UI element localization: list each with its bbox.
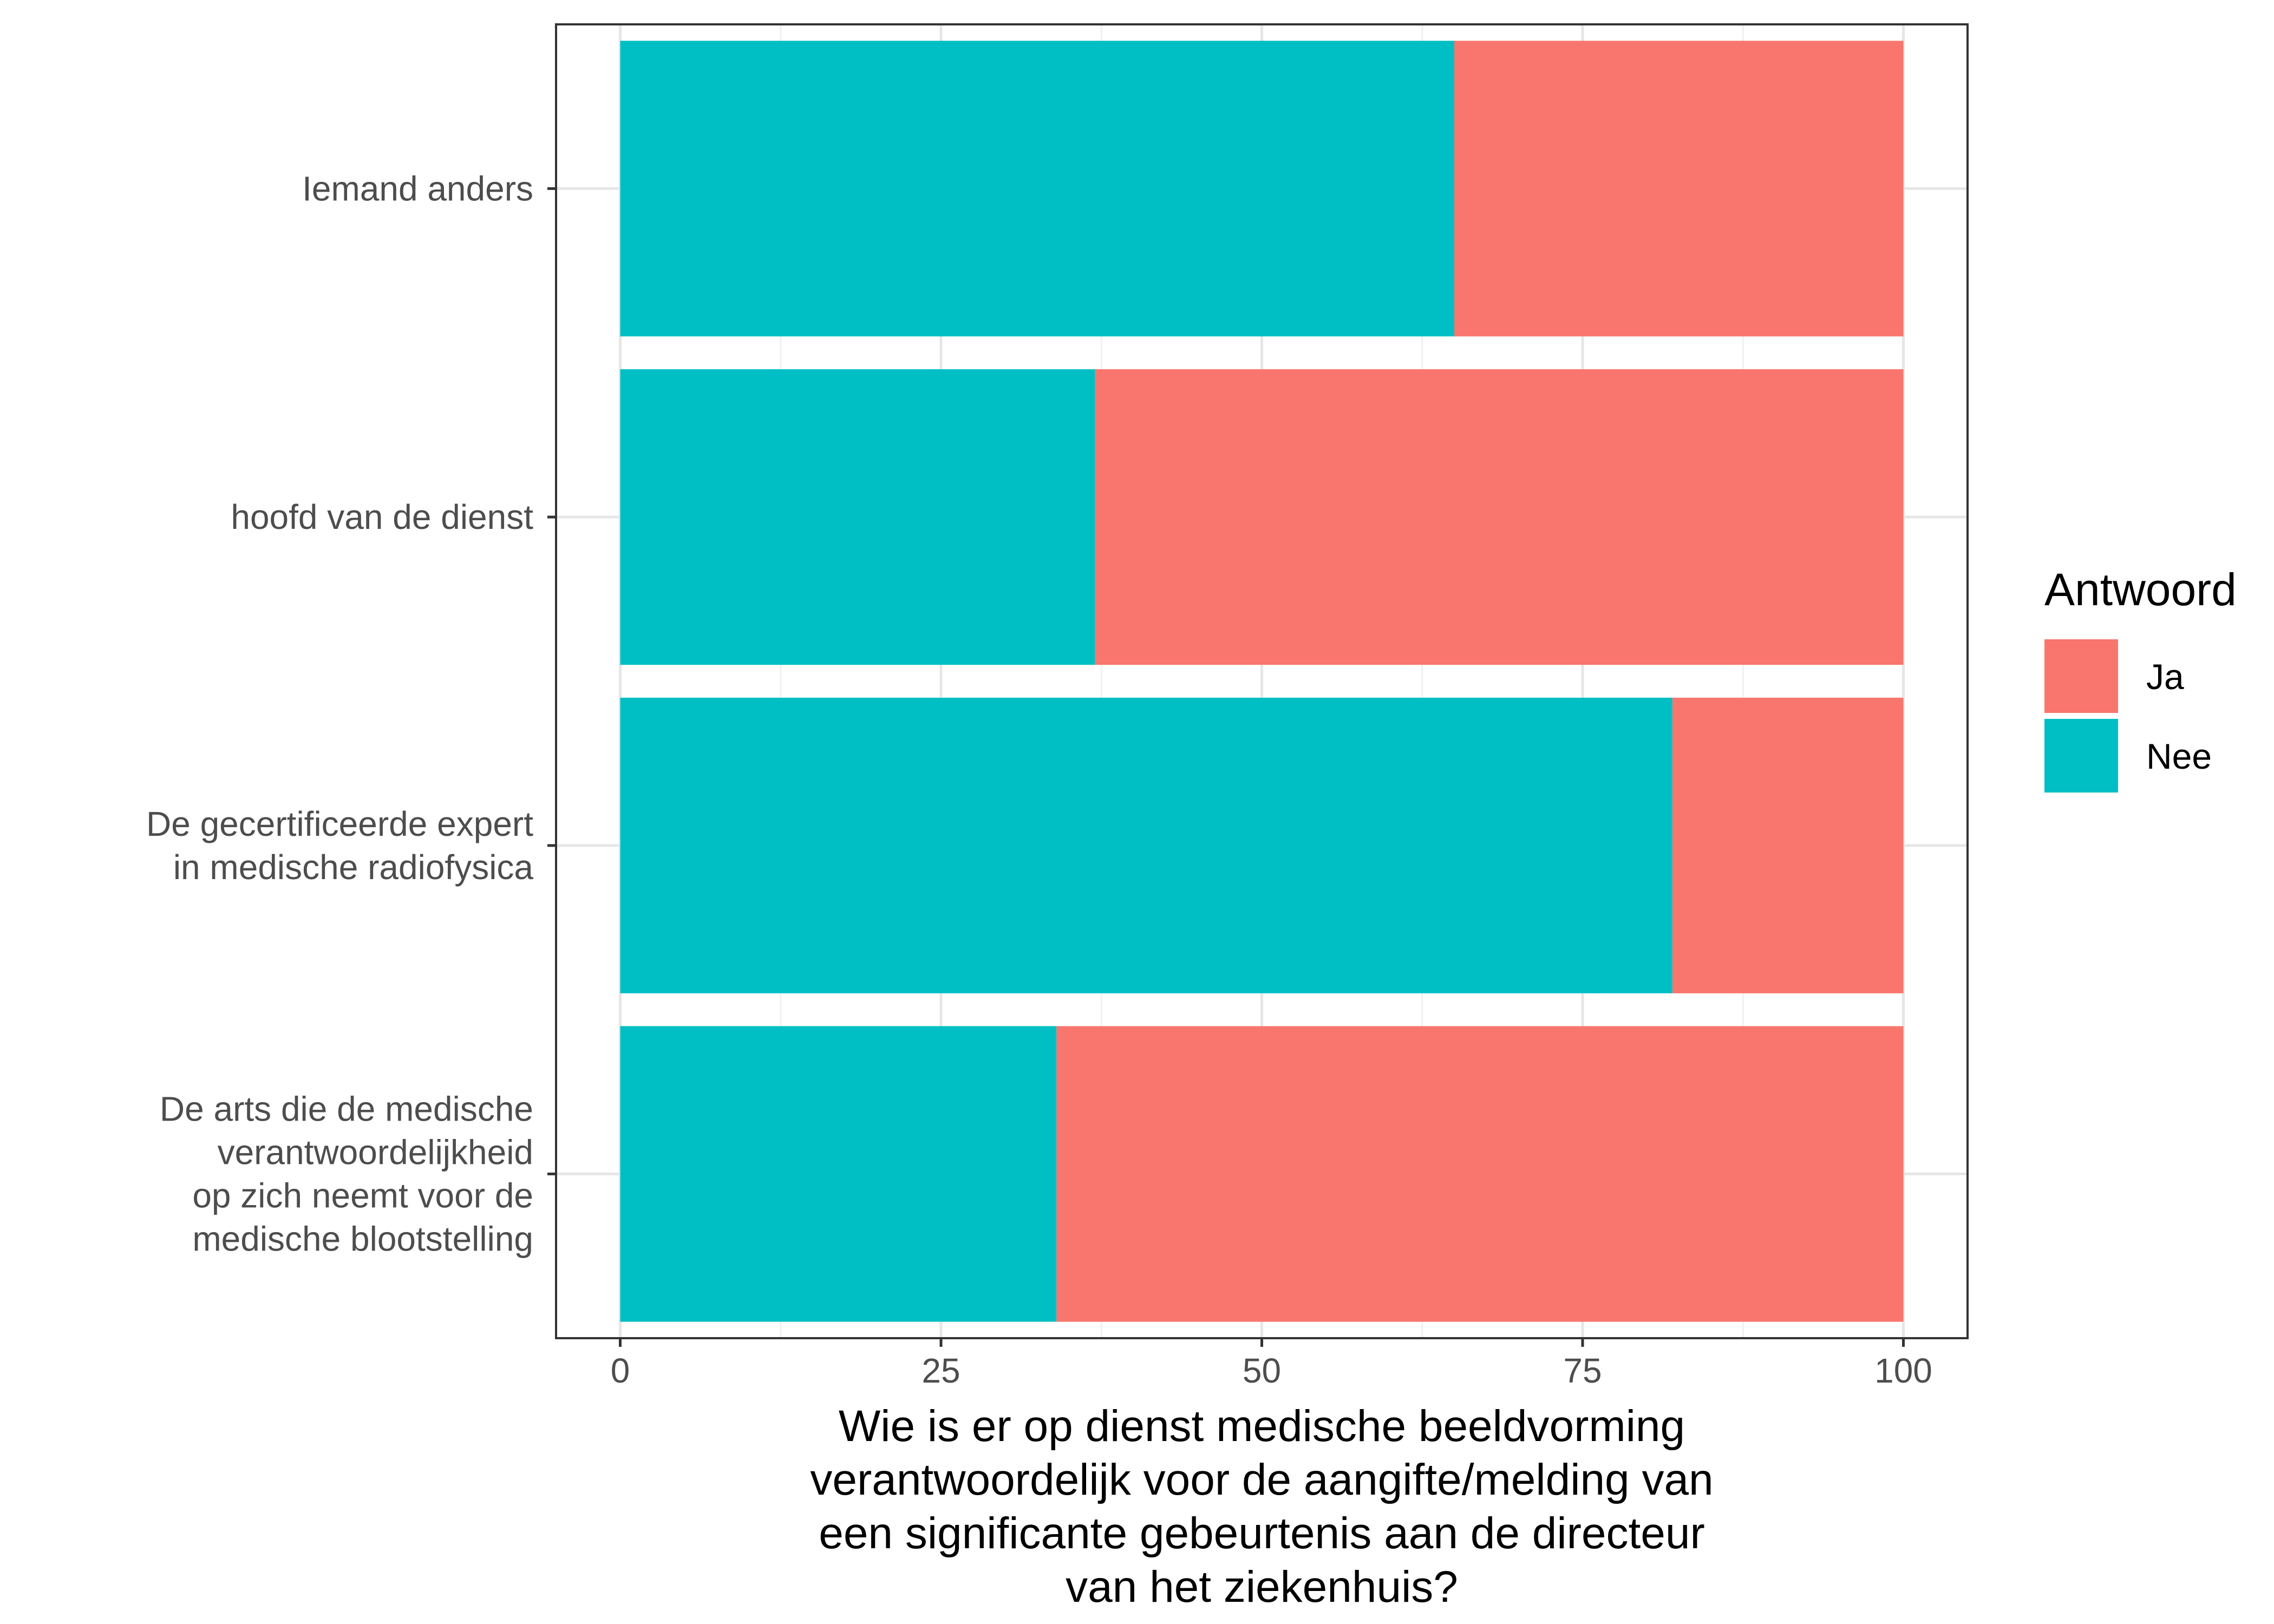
axis-title-line: van het ziekenhuis? — [1066, 1562, 1458, 1612]
legend-label-nee: Nee — [2146, 736, 2212, 776]
y-tick-label: Iemand anders — [302, 169, 533, 208]
axis-title-line: Wie is er op dienst medische beeldvormin… — [839, 1402, 1685, 1451]
y-tick-label: in medische radiofysica — [173, 848, 534, 887]
x-tick-label: 75 — [1563, 1351, 1602, 1390]
bar-ja-0 — [1056, 1026, 1904, 1322]
y-tick-label: verantwoordelijkheid — [218, 1133, 533, 1172]
y-tick-label: De gecertificeerde expert — [146, 804, 533, 843]
axes: 0 25 50 75 100 De arts die de medische verantw… — [146, 169, 1932, 1390]
bars — [620, 41, 1904, 1322]
legend-label-ja: Ja — [2146, 657, 2184, 697]
axis-title-line: een significante gebeurtenis aan de dire… — [819, 1509, 1705, 1558]
bar-nee-1 — [620, 697, 1672, 993]
x-tick-label: 100 — [1874, 1351, 1932, 1390]
x-tick-label: 0 — [611, 1351, 630, 1390]
x-tick-label: 50 — [1243, 1351, 1281, 1390]
legend: Antwoord Ja Nee — [2044, 564, 2237, 793]
bar-ja-3 — [1454, 41, 1904, 337]
y-tick-label: op zich neemt voor de — [192, 1176, 533, 1215]
axis-title-line: verantwoordelijk voor de aangifte/meldin… — [810, 1455, 1713, 1504]
bar-nee-2 — [620, 369, 1095, 665]
y-tick-label: hoofd van de dienst — [231, 497, 533, 536]
y-tick-label: De arts die de medische — [160, 1090, 533, 1129]
legend-key-nee — [2044, 719, 2118, 793]
y-tick-label: medische blootstelling — [192, 1220, 533, 1259]
bar-nee-3 — [620, 41, 1454, 337]
legend-title: Antwoord — [2044, 564, 2237, 615]
legend-key-ja — [2044, 639, 2118, 713]
bar-ja-1 — [1672, 697, 1904, 993]
x-tick-label: 25 — [922, 1351, 960, 1390]
bar-nee-0 — [620, 1026, 1057, 1322]
bar-ja-2 — [1095, 369, 1904, 665]
axis-title: Wie is er op dienst medische beeldvormin… — [810, 1402, 1713, 1612]
